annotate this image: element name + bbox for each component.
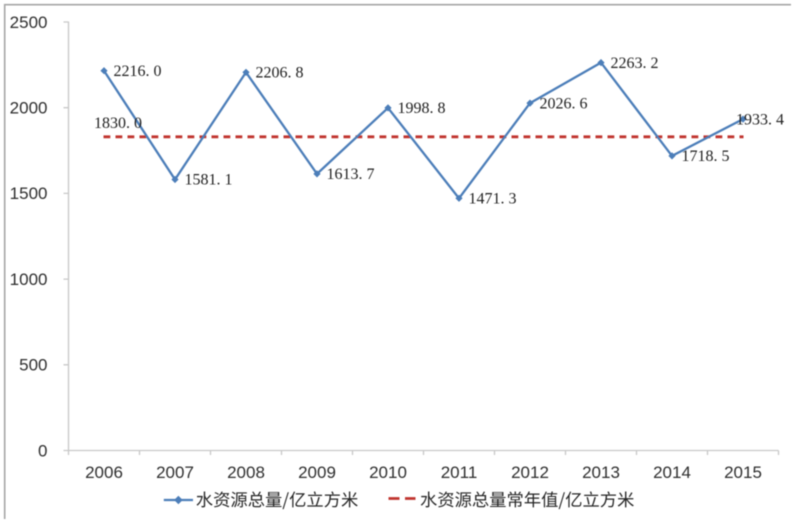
svg-text:1998. 8: 1998. 8 (398, 100, 446, 117)
svg-text:2000: 2000 (10, 99, 48, 118)
svg-text:2206. 8: 2206. 8 (256, 65, 304, 82)
svg-text:2011: 2011 (441, 463, 478, 482)
svg-text:500: 500 (19, 356, 47, 375)
svg-text:0: 0 (38, 441, 47, 460)
svg-text:1830. 0: 1830. 0 (94, 115, 142, 132)
svg-text:2500: 2500 (10, 13, 48, 32)
svg-text:2008: 2008 (227, 463, 265, 482)
svg-text:1471. 3: 1471. 3 (469, 191, 517, 208)
svg-text:2006: 2006 (85, 463, 123, 482)
svg-text:1000: 1000 (10, 270, 48, 289)
svg-text:2015: 2015 (724, 463, 762, 482)
svg-text:1933. 4: 1933. 4 (736, 111, 784, 128)
svg-text:1613. 7: 1613. 7 (327, 166, 375, 183)
svg-text:2013: 2013 (582, 463, 620, 482)
svg-text:2263. 2: 2263. 2 (611, 55, 659, 72)
svg-text:2014: 2014 (653, 463, 691, 482)
svg-text:1500: 1500 (10, 184, 48, 203)
svg-text:2026. 6: 2026. 6 (540, 95, 588, 112)
svg-text:2216. 0: 2216. 0 (114, 63, 162, 80)
svg-text:2010: 2010 (369, 463, 407, 482)
svg-text:1718. 5: 1718. 5 (682, 148, 730, 165)
svg-text:1581. 1: 1581. 1 (185, 172, 233, 189)
svg-text:2012: 2012 (511, 463, 549, 482)
svg-text:2009: 2009 (298, 463, 336, 482)
svg-text:2007: 2007 (156, 463, 194, 482)
